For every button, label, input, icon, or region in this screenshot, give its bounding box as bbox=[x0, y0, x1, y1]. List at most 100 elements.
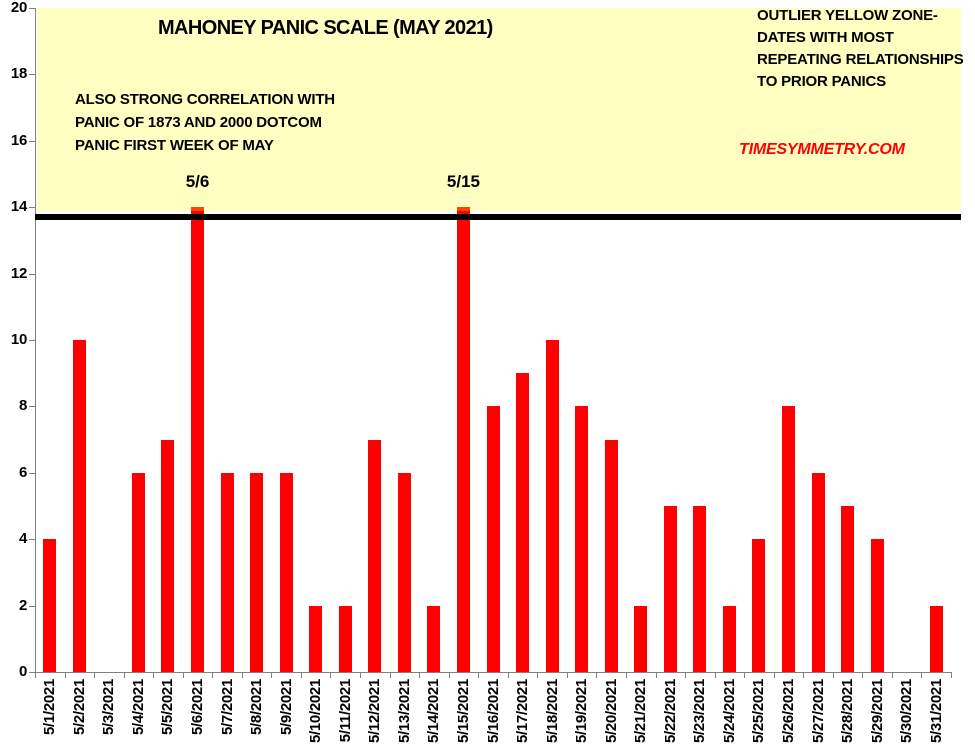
bar bbox=[634, 606, 648, 672]
bar bbox=[811, 473, 825, 672]
x-axis-label: 5/29/2021 bbox=[868, 679, 886, 744]
x-tick bbox=[832, 672, 834, 678]
y-tick-label: 14 bbox=[10, 198, 27, 216]
bar bbox=[43, 539, 57, 672]
x-axis-label: 5/20/2021 bbox=[602, 679, 620, 744]
x-axis-label: 5/27/2021 bbox=[809, 679, 827, 744]
bar bbox=[309, 606, 323, 672]
x-tick bbox=[419, 672, 421, 678]
x-axis-label: 5/3/2021 bbox=[100, 679, 118, 735]
x-axis-label: 5/7/2021 bbox=[218, 679, 236, 735]
x-axis-label: 5/8/2021 bbox=[248, 679, 266, 735]
x-tick bbox=[478, 672, 480, 678]
y-tick bbox=[29, 74, 35, 76]
x-tick bbox=[35, 672, 36, 678]
x-tick bbox=[94, 672, 96, 678]
x-tick bbox=[241, 672, 243, 678]
y-tick bbox=[29, 273, 35, 275]
bar bbox=[72, 340, 86, 672]
y-tick-label: 10 bbox=[10, 331, 27, 348]
x-tick bbox=[212, 672, 214, 678]
bar bbox=[663, 506, 677, 672]
left-note-line: PANIC OF 1873 AND 2000 DOTCOM bbox=[75, 114, 322, 131]
left-note-line: PANIC FIRST WEEK OF MAY bbox=[75, 137, 274, 154]
x-tick bbox=[448, 672, 450, 678]
x-axis bbox=[35, 672, 952, 673]
x-tick bbox=[330, 672, 332, 678]
x-axis-label: 5/26/2021 bbox=[779, 679, 797, 744]
y-tick-label: 18 bbox=[10, 65, 27, 83]
x-tick bbox=[271, 672, 273, 678]
x-axis-label: 5/21/2021 bbox=[632, 679, 650, 744]
right-note-line: REPEATING RELATIONSHIPS bbox=[757, 51, 964, 68]
y-tick-label: 20 bbox=[10, 0, 27, 16]
x-axis-label: 5/23/2021 bbox=[691, 679, 709, 744]
y-tick bbox=[29, 340, 35, 341]
left-note-line: ALSO STRONG CORRELATION WITH bbox=[75, 91, 335, 108]
x-axis-label: 5/5/2021 bbox=[159, 679, 177, 735]
x-axis-label: 5/12/2021 bbox=[366, 679, 384, 744]
bar bbox=[131, 473, 145, 672]
x-axis-label: 5/24/2021 bbox=[720, 679, 738, 744]
bar bbox=[220, 473, 234, 672]
x-tick bbox=[803, 672, 805, 678]
x-axis-label: 5/25/2021 bbox=[750, 679, 768, 744]
bar bbox=[516, 373, 530, 672]
x-axis-label: 5/13/2021 bbox=[395, 679, 413, 744]
threshold-line bbox=[35, 214, 961, 221]
x-axis-label: 5/10/2021 bbox=[307, 679, 325, 744]
y-tick bbox=[29, 539, 35, 541]
x-tick bbox=[625, 672, 627, 678]
bar bbox=[161, 440, 175, 672]
x-tick bbox=[566, 672, 568, 678]
x-axis-label: 5/9/2021 bbox=[277, 679, 295, 735]
bar bbox=[929, 606, 943, 672]
x-tick bbox=[714, 672, 716, 678]
x-axis-label: 5/18/2021 bbox=[543, 679, 561, 744]
bar bbox=[545, 340, 559, 672]
x-axis-label: 5/6/2021 bbox=[189, 679, 207, 735]
bar bbox=[604, 440, 618, 672]
left-note: ALSO STRONG CORRELATION WITH PANIC OF 18… bbox=[75, 88, 335, 157]
x-tick bbox=[655, 672, 657, 678]
y-tick-label: 0 bbox=[18, 663, 27, 680]
x-tick bbox=[182, 672, 184, 678]
x-axis-label: 5/4/2021 bbox=[129, 679, 147, 735]
bar bbox=[841, 506, 855, 672]
chart-title: MAHONEY PANIC SCALE (MAY 2021) bbox=[158, 17, 493, 39]
x-axis-label: 5/19/2021 bbox=[573, 679, 591, 744]
x-tick bbox=[951, 672, 952, 678]
y-tick bbox=[29, 406, 35, 408]
outlier-yellow-zone bbox=[37, 8, 961, 211]
x-tick bbox=[921, 672, 923, 678]
y-tick-label: 4 bbox=[18, 530, 27, 548]
y-tick bbox=[29, 472, 35, 474]
x-axis-label: 5/17/2021 bbox=[514, 679, 532, 744]
bar bbox=[338, 606, 352, 672]
y-tick bbox=[29, 8, 35, 9]
y-tick-label: 8 bbox=[18, 397, 27, 415]
y-tick bbox=[29, 140, 35, 142]
x-tick bbox=[862, 672, 864, 678]
x-tick bbox=[389, 672, 391, 678]
bar bbox=[722, 606, 736, 672]
right-note: OUTLIER YELLOW ZONE- DATES WITH MOST REP… bbox=[757, 5, 964, 93]
bar-cap bbox=[191, 207, 205, 211]
y-tick bbox=[29, 672, 35, 673]
x-axis-label: 5/31/2021 bbox=[927, 679, 945, 744]
bar bbox=[752, 539, 766, 672]
right-note-line: OUTLIER YELLOW ZONE- bbox=[757, 7, 938, 24]
x-axis-label: 5/15/2021 bbox=[454, 679, 472, 744]
bar bbox=[781, 406, 795, 672]
x-axis-label: 5/22/2021 bbox=[661, 679, 679, 744]
bar bbox=[191, 207, 205, 672]
bar bbox=[397, 473, 411, 672]
bar bbox=[870, 539, 884, 672]
x-tick bbox=[300, 672, 302, 678]
x-axis-label: 5/2/2021 bbox=[70, 679, 88, 735]
x-tick bbox=[507, 672, 509, 678]
x-tick bbox=[537, 672, 539, 678]
x-axis-label: 5/14/2021 bbox=[425, 679, 443, 744]
x-tick bbox=[773, 672, 775, 678]
peak-label: 5/15 bbox=[446, 172, 480, 191]
